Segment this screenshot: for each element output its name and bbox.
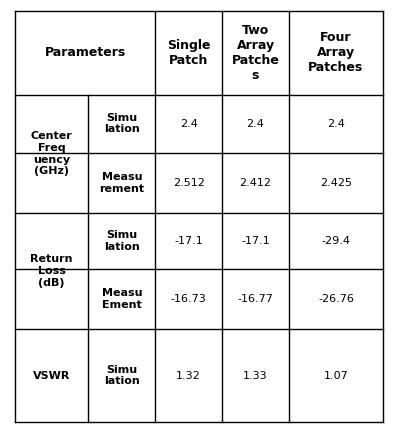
Text: Two
Array
Patche
s: Two Array Patche s <box>232 24 279 82</box>
Text: Measu
Ement: Measu Ement <box>101 288 142 310</box>
Text: -17.1: -17.1 <box>174 236 203 246</box>
Text: Simu
lation: Simu lation <box>104 113 140 135</box>
Text: -16.77: -16.77 <box>238 294 273 304</box>
Text: VSWR: VSWR <box>33 371 70 381</box>
Text: Simu
lation: Simu lation <box>104 230 140 252</box>
Text: Center
Freq
uency
(GHz): Center Freq uency (GHz) <box>31 131 72 176</box>
Text: Return
Loss
(dB): Return Loss (dB) <box>31 254 73 288</box>
Text: Simu
lation: Simu lation <box>104 365 140 387</box>
Text: 1.07: 1.07 <box>324 371 348 381</box>
Text: Single
Patch: Single Patch <box>167 39 211 67</box>
Text: 1.32: 1.32 <box>176 371 201 381</box>
Text: -29.4: -29.4 <box>322 236 350 246</box>
Text: -17.1: -17.1 <box>241 236 270 246</box>
Text: 2.425: 2.425 <box>320 178 352 188</box>
Text: Four
Array
Patches: Four Array Patches <box>308 31 363 74</box>
Text: 2.4: 2.4 <box>180 119 197 129</box>
Text: 2.412: 2.412 <box>240 178 271 188</box>
Text: Parameters: Parameters <box>45 46 126 59</box>
Text: Measu
rement: Measu rement <box>99 172 144 194</box>
Text: 1.33: 1.33 <box>243 371 268 381</box>
Text: 2.4: 2.4 <box>327 119 345 129</box>
Text: 2.4: 2.4 <box>247 119 264 129</box>
Text: -26.76: -26.76 <box>318 294 354 304</box>
Text: -16.73: -16.73 <box>171 294 207 304</box>
Text: 2.512: 2.512 <box>173 178 205 188</box>
